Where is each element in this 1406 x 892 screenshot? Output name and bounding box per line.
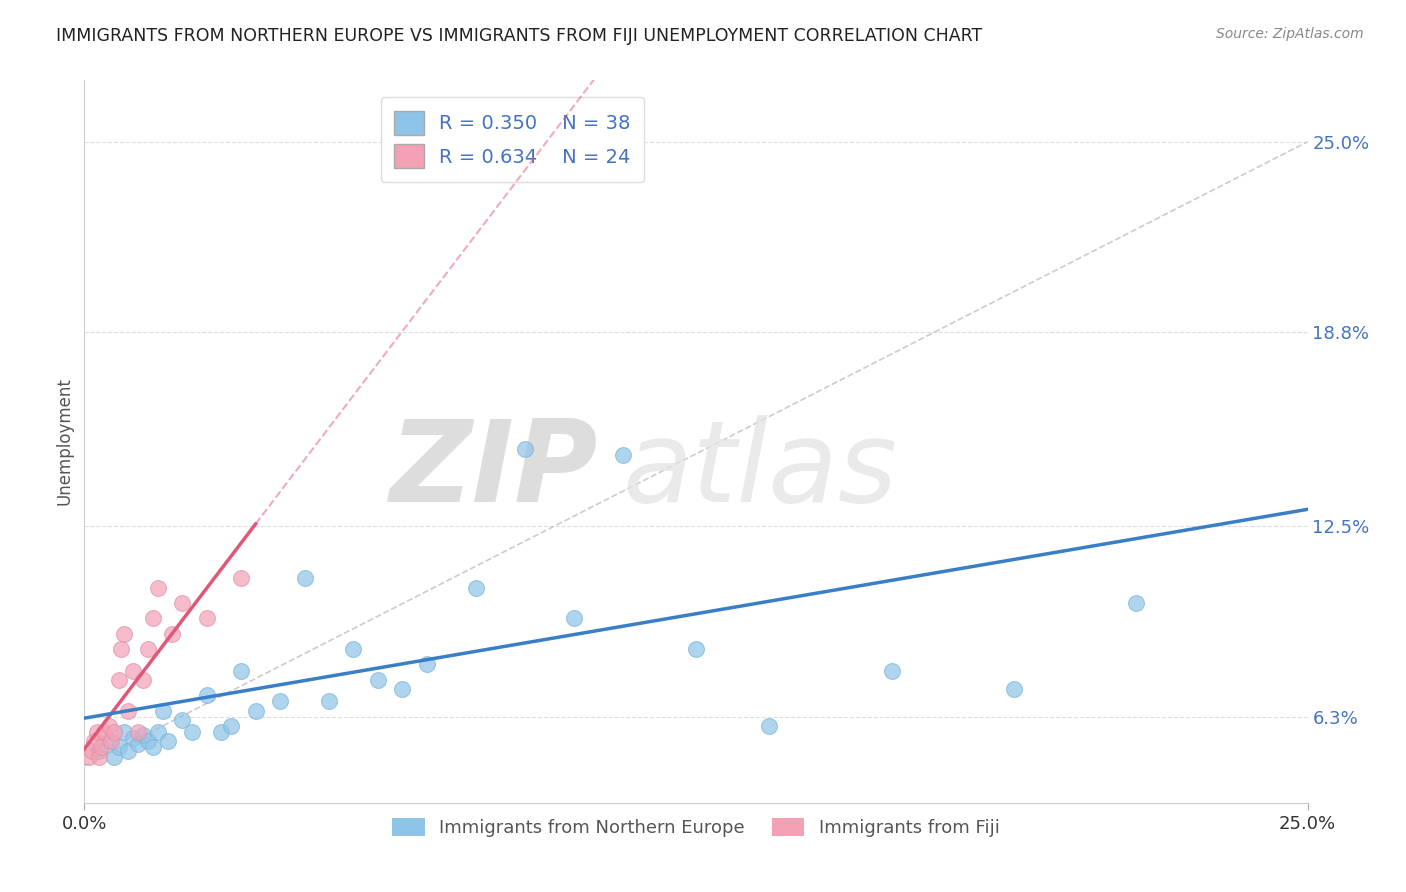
Point (219, 719, 242, 733)
Point (440, 135, 463, 149)
Point (107, 673, 129, 687)
Point (156, 734, 179, 748)
Point (146, 581, 169, 595)
Point (513, 442, 536, 457)
Point (229, 571, 252, 585)
Point (294, 571, 316, 585)
Point (132, 728, 155, 742)
Text: ZIP: ZIP (389, 415, 598, 526)
Point (880, 664, 903, 678)
Point (172, 596, 194, 610)
Point (127, 725, 149, 739)
Point (172, 713, 194, 727)
Point (181, 725, 204, 739)
Point (132, 673, 155, 687)
Point (86, 725, 108, 739)
Point (464, 581, 486, 595)
Point (209, 725, 232, 739)
Legend: Immigrants from Northern Europe, Immigrants from Fiji: Immigrants from Northern Europe, Immigra… (385, 811, 1007, 845)
Point (112, 626, 135, 640)
Point (685, 642, 707, 657)
Point (93, 725, 115, 739)
Point (103, 725, 125, 739)
Text: Source: ZipAtlas.com: Source: ZipAtlas.com (1216, 27, 1364, 41)
Point (1002, 681, 1025, 696)
Point (391, 681, 413, 696)
Point (77, 749, 100, 764)
Point (100, 734, 122, 748)
Point (110, 642, 132, 657)
Point (117, 704, 139, 718)
Point (122, 731, 145, 746)
Point (318, 694, 340, 708)
Point (195, 611, 218, 625)
Point (195, 688, 218, 702)
Point (107, 740, 129, 755)
Point (136, 734, 159, 748)
Point (1125, 596, 1147, 610)
Point (162, 626, 184, 640)
Text: atlas: atlas (623, 415, 897, 526)
Point (87, 743, 110, 757)
Point (229, 664, 252, 678)
Point (117, 743, 139, 757)
Point (122, 664, 145, 678)
Point (103, 749, 125, 764)
Point (269, 694, 291, 708)
Point (142, 740, 165, 755)
Point (758, 719, 780, 733)
Y-axis label: Unemployment: Unemployment (55, 377, 73, 506)
Point (562, 611, 585, 625)
Point (80, 743, 103, 757)
Point (416, 657, 439, 672)
Text: IMMIGRANTS FROM NORTHERN EUROPE VS IMMIGRANTS FROM FIJI UNEMPLOYMENT CORRELATION: IMMIGRANTS FROM NORTHERN EUROPE VS IMMIG… (56, 27, 983, 45)
Point (97, 734, 120, 748)
Point (90, 740, 112, 755)
Point (612, 449, 634, 463)
Point (367, 673, 389, 687)
Point (97, 719, 120, 733)
Point (152, 704, 174, 718)
Point (342, 642, 364, 657)
Point (127, 738, 149, 752)
Point (112, 725, 135, 739)
Point (83, 734, 105, 748)
Point (87, 749, 110, 764)
Point (136, 642, 159, 657)
Point (245, 704, 267, 718)
Point (146, 725, 169, 739)
Point (142, 611, 165, 625)
